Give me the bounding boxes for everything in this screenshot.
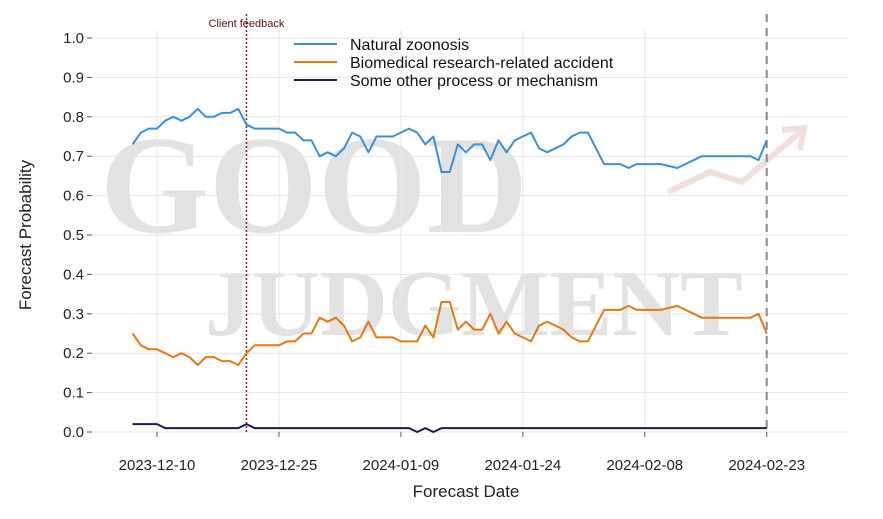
series-lines (131, 107, 768, 433)
watermark-arrowhead (781, 124, 808, 151)
x-tick-label: 2024-01-24 (484, 457, 561, 474)
annotation-lines: Client feedback (209, 14, 768, 434)
legend-label: Natural zoonosis (350, 37, 469, 54)
y-tick-label: 0.0 (63, 424, 84, 441)
y-tick-label: 0.9 (63, 69, 84, 86)
grid-lines (92, 30, 848, 433)
x-tick-label: 2023-12-10 (119, 457, 196, 474)
y-tick-label: 1.0 (63, 30, 84, 47)
y-tick-label: 0.2 (63, 345, 84, 362)
client-feedback-label: Client feedback (209, 18, 285, 30)
x-tick-label: 2023-12-25 (241, 457, 318, 474)
x-tick-label: 2024-01-09 (363, 457, 440, 474)
x-axis-title: Forecast Date (413, 482, 520, 501)
y-axis-title: Forecast Probability (16, 159, 35, 310)
legend-label: Biomedical research-related accident (350, 55, 614, 72)
x-tick-label: 2024-02-08 (606, 457, 683, 474)
y-axis-ticks: 0.0 0.1 0.2 0.3 0.4 0.5 0.6 0.7 0.8 0.9 1.0 (63, 30, 92, 441)
y-tick-label: 0.8 (63, 109, 84, 126)
y-tick-label: 0.6 (63, 188, 84, 205)
legend-label: Some other process or mechanism (350, 73, 598, 90)
watermark-line-2: JUDGMENT (205, 252, 743, 356)
x-axis-ticks: 2023-12-10 2023-12-25 2024-01-09 2024-01-24… (119, 432, 805, 474)
y-tick-label: 0.3 (63, 306, 84, 323)
series-line-biomedical-research-related-accident (131, 301, 768, 366)
watermark-line-1: GOOD (100, 108, 528, 263)
y-tick-label: 0.4 (63, 266, 84, 283)
x-tick-label: 2024-02-23 (728, 457, 805, 474)
y-tick-label: 0.7 (63, 148, 84, 165)
watermark-arrow (666, 129, 802, 195)
series-line-natural-zoonosis (131, 107, 768, 173)
y-tick-label: 0.1 (63, 385, 84, 402)
y-tick-label: 0.5 (63, 227, 84, 244)
series-line-some-other-process-or-mechanism (132, 423, 767, 433)
